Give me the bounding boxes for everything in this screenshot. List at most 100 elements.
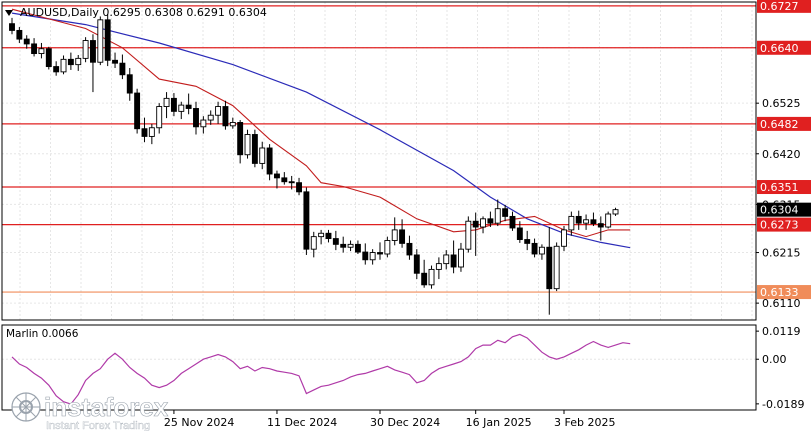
candle-body xyxy=(406,242,413,256)
candle xyxy=(16,27,23,43)
candle-body xyxy=(38,48,45,55)
indicator-tick-label: -0.0189 xyxy=(762,398,804,411)
candle xyxy=(465,216,472,253)
candle-body xyxy=(546,246,553,290)
candle xyxy=(583,214,590,230)
level-price-box xyxy=(757,180,811,195)
candle xyxy=(178,101,185,120)
candle xyxy=(612,207,619,216)
indicator-line xyxy=(11,333,631,405)
candle xyxy=(303,187,310,255)
candle-body xyxy=(75,57,82,66)
candle xyxy=(288,175,295,190)
time-tick-label: 11 Dec 2024 xyxy=(267,416,337,429)
ma-slow-line xyxy=(11,12,631,249)
candle-body xyxy=(538,246,545,255)
candle-body xyxy=(112,59,118,64)
candle xyxy=(222,100,229,130)
logo-brand-text: instaforex xyxy=(44,392,169,422)
level-price-box xyxy=(757,0,811,13)
candle xyxy=(597,216,604,241)
price-tick-label: 0.6525 xyxy=(762,97,801,110)
candle-body xyxy=(170,97,177,112)
candle xyxy=(531,238,538,258)
candle-body xyxy=(435,263,442,270)
candle xyxy=(546,227,553,315)
ma-fast-line xyxy=(11,8,631,238)
candle-body xyxy=(575,215,582,224)
candle-body xyxy=(163,97,170,108)
candle-body xyxy=(296,182,302,193)
candle-body xyxy=(148,127,155,137)
candle-body xyxy=(524,239,531,244)
current-price-label: 0.6304 xyxy=(760,204,799,217)
candle-body xyxy=(303,191,310,250)
candle-body xyxy=(229,122,236,127)
candle xyxy=(318,229,325,245)
candle xyxy=(126,68,133,101)
candle xyxy=(156,103,163,134)
candle-body xyxy=(185,104,192,109)
chart-frame xyxy=(1,1,757,411)
candle-body xyxy=(45,48,52,68)
candle xyxy=(251,129,258,168)
candle xyxy=(406,235,413,260)
indicator-panel-border xyxy=(1,324,757,411)
candle-body xyxy=(502,208,509,217)
candle-body xyxy=(244,134,251,156)
candle xyxy=(82,37,89,63)
candle-body xyxy=(362,251,369,261)
candle-body xyxy=(31,43,38,55)
candle-body xyxy=(251,134,258,164)
candle xyxy=(377,242,383,260)
candle xyxy=(200,116,207,134)
candle xyxy=(347,240,354,252)
level-price-label: 0.6640 xyxy=(760,42,799,55)
indicator-tick-label: 0.0119 xyxy=(762,325,801,338)
candle-body xyxy=(399,229,406,244)
candle xyxy=(31,38,38,57)
indicator-tick-label: 0.00 xyxy=(762,353,787,366)
candle-body xyxy=(421,272,428,286)
candle-body xyxy=(332,238,339,245)
candle-body xyxy=(568,215,575,231)
level-price-box xyxy=(757,40,811,55)
candle xyxy=(413,249,420,280)
candle-body xyxy=(465,220,472,250)
candle xyxy=(75,55,82,71)
candle xyxy=(266,144,273,181)
main-panel-border xyxy=(1,1,757,321)
candle-body xyxy=(119,62,126,76)
candle xyxy=(193,101,199,135)
candle-body xyxy=(590,219,597,225)
candle xyxy=(112,52,118,69)
instaforex-logo: instaforex Instant Forex Trading xyxy=(11,392,169,431)
candle-body xyxy=(428,268,435,286)
candle-body xyxy=(516,227,523,240)
candle-body xyxy=(450,254,457,268)
candle-body xyxy=(553,245,560,290)
candle xyxy=(104,14,111,67)
collapse-triangle-icon[interactable] xyxy=(5,10,13,16)
candle xyxy=(207,110,214,125)
candle-body xyxy=(193,108,199,128)
candle-body xyxy=(494,208,501,224)
candle-body xyxy=(443,254,450,265)
price-tick-label: 0.6110 xyxy=(762,297,801,310)
candle xyxy=(60,55,67,75)
candle xyxy=(369,249,376,265)
candle-body xyxy=(288,181,295,184)
candle-body xyxy=(97,19,104,63)
candle xyxy=(237,120,244,164)
support-resistance-levels xyxy=(2,5,756,293)
candle xyxy=(259,141,266,170)
candle-body xyxy=(597,223,604,228)
candle xyxy=(538,244,545,260)
candle-body xyxy=(487,218,494,224)
level-price-label: 0.6133 xyxy=(760,286,799,299)
candle xyxy=(435,257,442,280)
time-tick-label: 3 Feb 2025 xyxy=(554,416,615,429)
candle xyxy=(9,17,15,35)
time-tick-label: 25 Nov 2024 xyxy=(164,416,234,429)
current-price-box xyxy=(757,202,811,217)
